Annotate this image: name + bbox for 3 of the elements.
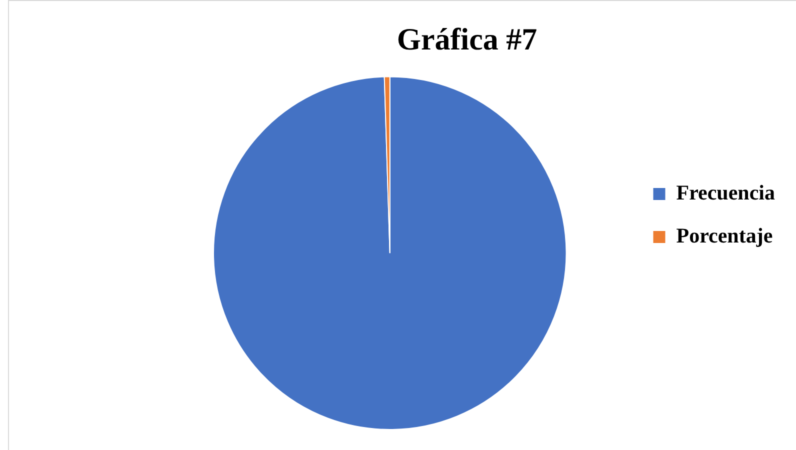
legend-label: Frecuencia (676, 180, 776, 204)
legend-label: Porcentaje (676, 223, 773, 248)
chart-title: Gráfica #7 (396, 22, 538, 57)
